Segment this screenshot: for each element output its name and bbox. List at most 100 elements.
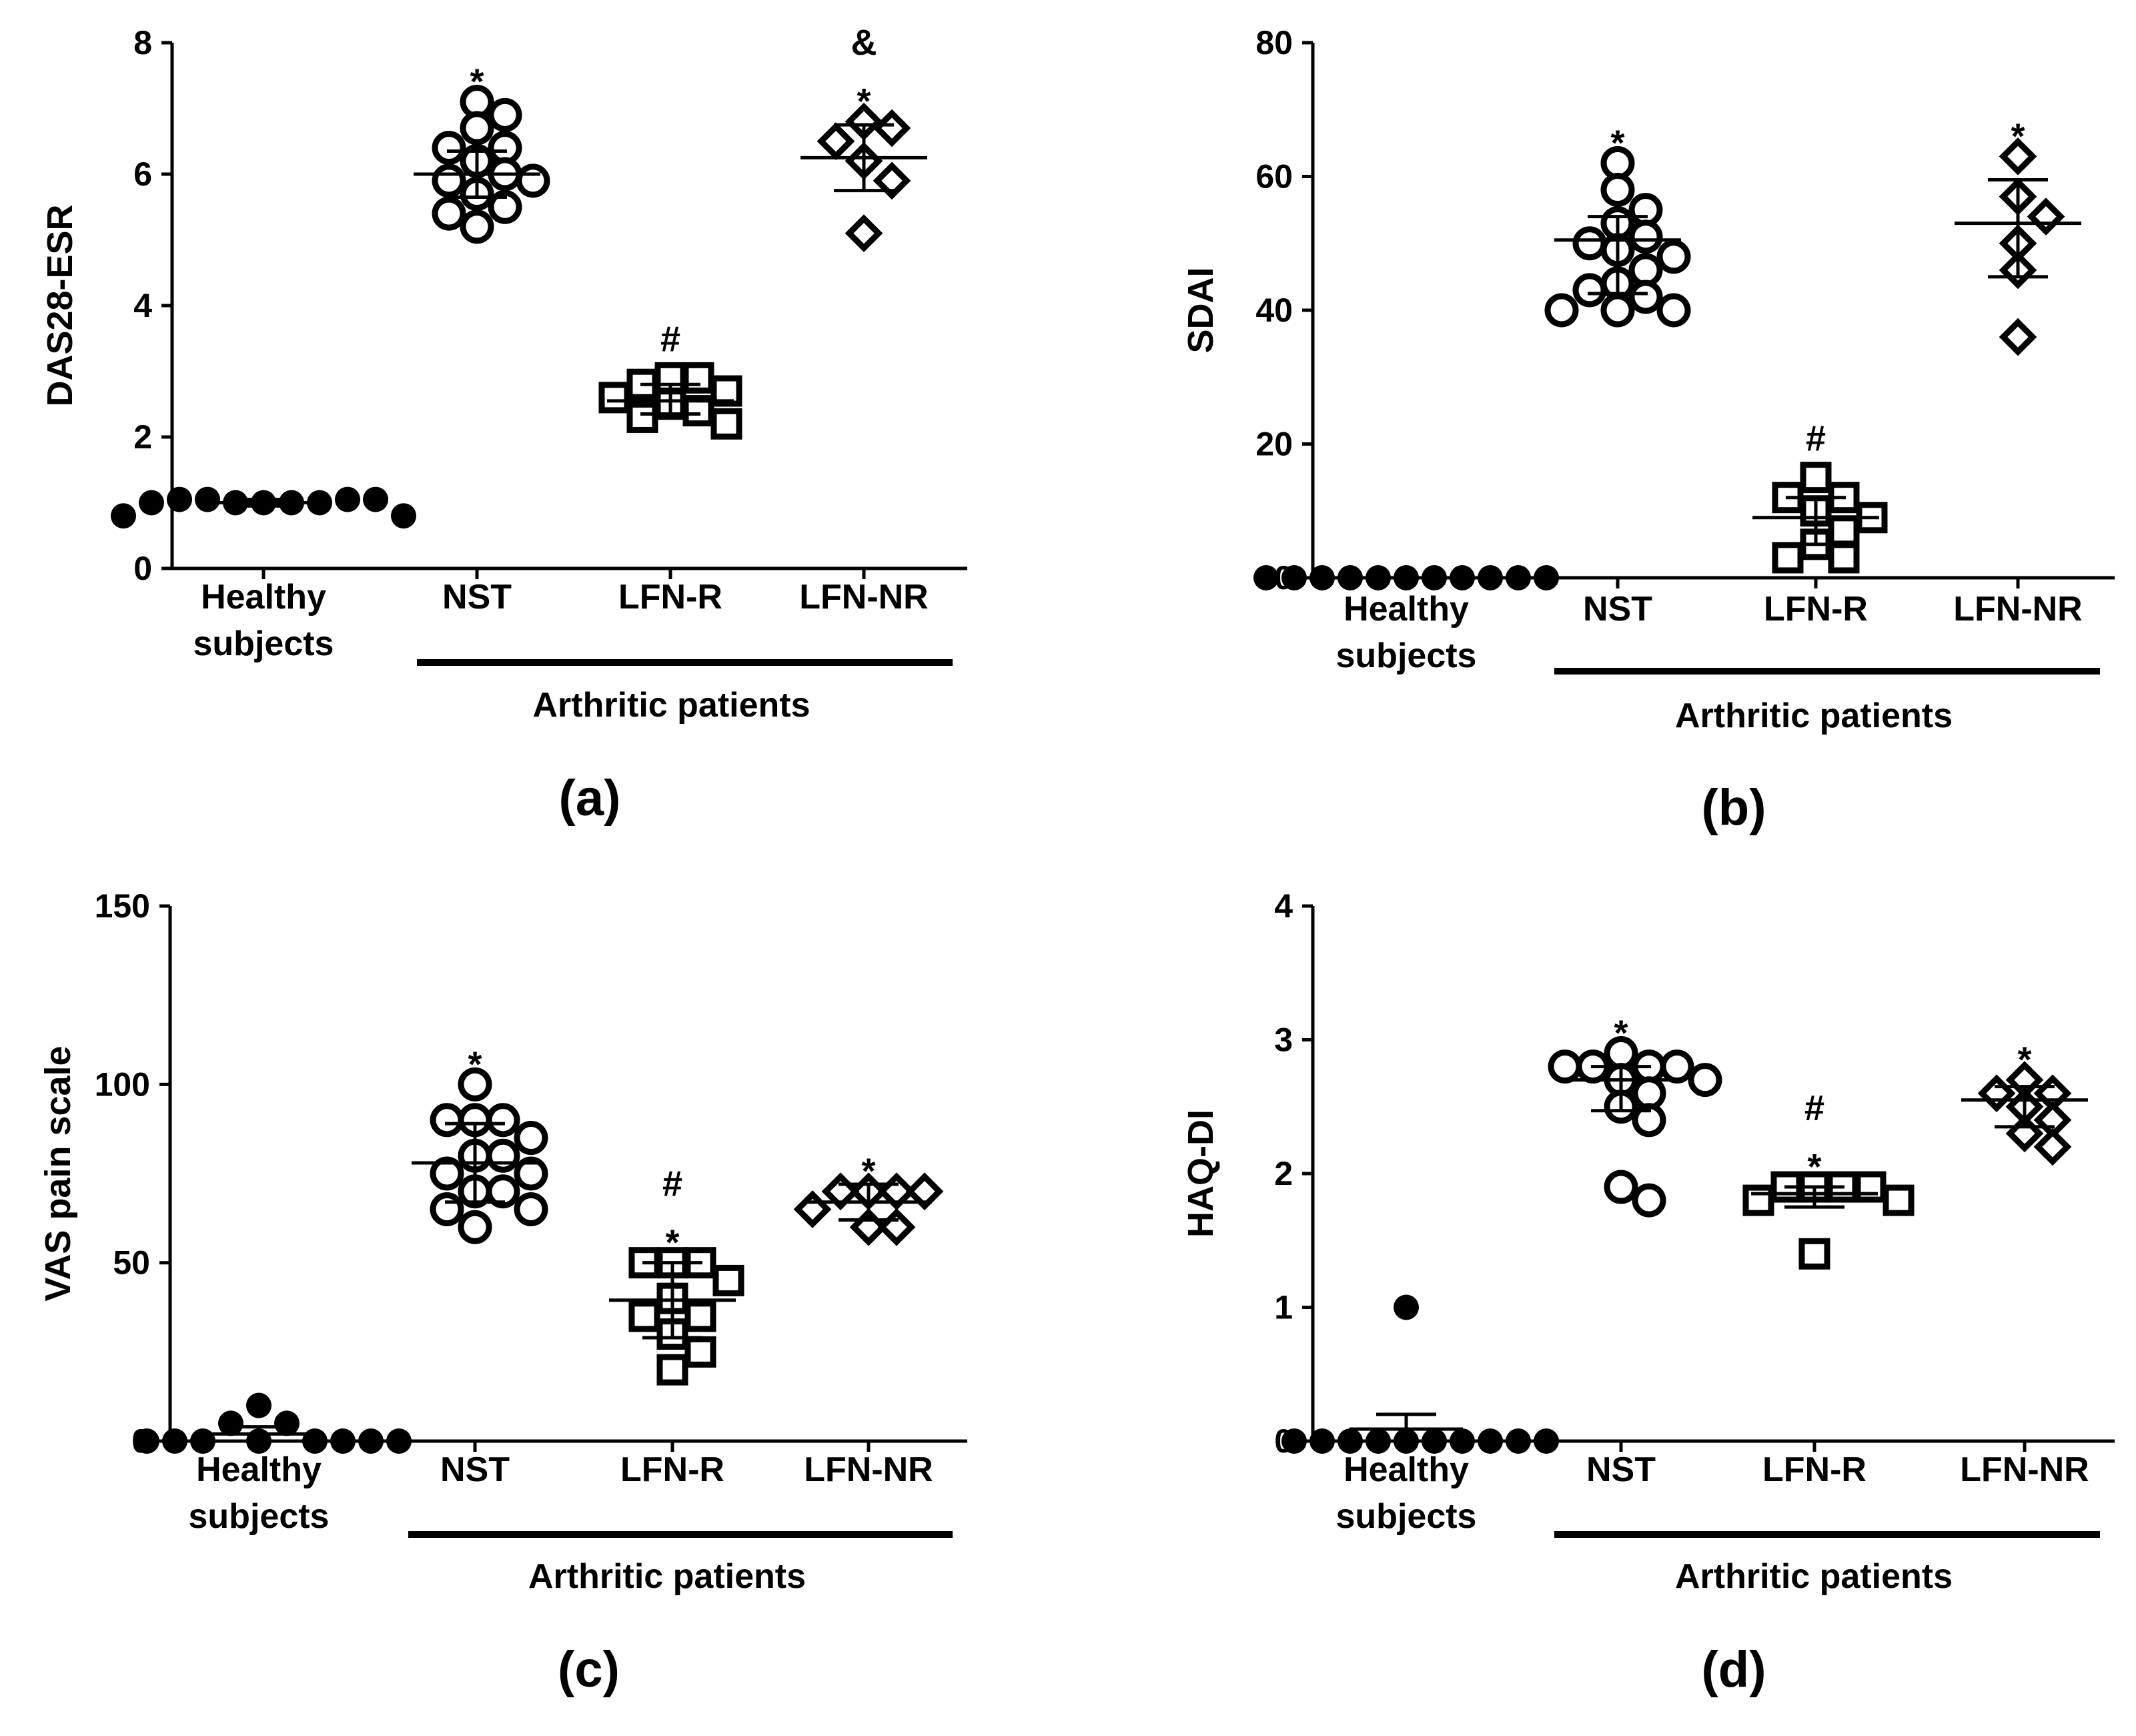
data-point — [486, 1103, 520, 1138]
data-point — [626, 401, 658, 433]
data-point — [1450, 1428, 1475, 1454]
y-tick-label: 100 — [95, 1065, 150, 1103]
x-category-label: NST — [442, 578, 512, 616]
significance-marker: * — [665, 1223, 679, 1263]
data-point — [710, 408, 742, 440]
x-category-label-line: Healthy — [201, 578, 326, 616]
series-nst: * — [414, 62, 550, 244]
x-category-label: Healthy subjects — [1336, 590, 1477, 675]
series-nst: * — [412, 1044, 548, 1244]
significance-marker: * — [2011, 116, 2025, 156]
y-tick-label: 3 — [1274, 1021, 1293, 1059]
significance-marker: * — [470, 62, 484, 102]
group-label: Arthritic patients — [528, 1557, 806, 1596]
panel-label: (b) — [1701, 779, 1766, 836]
data-point — [1656, 240, 1691, 274]
data-point — [458, 1067, 492, 1102]
x-category-label: LFN-R — [1762, 1450, 1866, 1489]
x-category-label: LFN-NR — [1960, 1450, 2089, 1489]
data-point — [1999, 137, 2037, 175]
series-nst: * — [1544, 123, 1691, 328]
series-nst: * — [1548, 1013, 1722, 1218]
data-point — [1999, 318, 2037, 356]
data-point — [1572, 273, 1607, 308]
significance-marker: * — [1807, 1147, 1821, 1187]
data-point — [363, 486, 388, 512]
chart-panel-a: 0 2 4 6 8 DAS28-ESR Healthy subjects NST LFN-R LFN… — [40, 23, 967, 827]
data-point — [195, 486, 220, 512]
data-point — [877, 1208, 916, 1246]
data-point — [190, 1428, 215, 1454]
series-lfn-r: # — [598, 319, 742, 440]
significance-marker: * — [857, 81, 871, 121]
y-tick-label: 8 — [133, 24, 152, 61]
series-lfn-nr: * — [1961, 1040, 2088, 1166]
x-category-label: LFN-R — [620, 1450, 724, 1489]
significance-marker: * — [468, 1044, 482, 1084]
data-point — [1798, 1238, 1830, 1270]
data-point — [432, 196, 466, 231]
x-category-label: LFN-NR — [1953, 590, 2083, 628]
data-point — [1632, 1183, 1666, 1218]
data-point — [2027, 197, 2065, 236]
series-lfn-nr: * — [793, 1152, 944, 1246]
y-tick-label: 60 — [1255, 158, 1293, 195]
y-axis-label: SDAI — [1181, 267, 1221, 353]
y-tick-label: 4 — [133, 287, 152, 324]
data-point — [460, 111, 494, 145]
y-tick-label: 80 — [1255, 24, 1293, 61]
data-point — [488, 97, 522, 132]
y-tick-label: 4 — [1274, 887, 1293, 925]
data-point — [514, 1156, 548, 1191]
data-point — [1632, 1103, 1666, 1138]
data-point — [1281, 565, 1307, 590]
data-point — [628, 1300, 660, 1332]
data-point — [430, 1103, 464, 1138]
data-point — [1828, 542, 1860, 574]
data-point — [2033, 1128, 2072, 1166]
data-point — [246, 1392, 272, 1418]
data-point — [391, 503, 416, 529]
y-axis-label: DAS28-ESR — [40, 204, 80, 406]
data-point — [162, 1428, 187, 1454]
data-point — [1688, 1063, 1722, 1098]
data-point — [486, 1174, 520, 1209]
panel-label: (d) — [1701, 1641, 1766, 1698]
data-point — [1253, 565, 1279, 590]
data-point — [430, 1192, 464, 1226]
data-point — [1338, 1428, 1363, 1454]
x-category-label-line: subjects — [1336, 636, 1477, 675]
data-point — [1281, 1428, 1307, 1454]
data-point — [1742, 1184, 1774, 1216]
data-point — [1660, 1049, 1694, 1084]
data-point — [598, 382, 630, 414]
series-healthy-subjects — [1281, 1294, 1559, 1454]
group-label: Arthritic patients — [1675, 1557, 1953, 1596]
x-category-label-line: Healthy — [196, 1450, 322, 1489]
series-lfn-r: *# — [1742, 1088, 1915, 1270]
data-point — [430, 1156, 464, 1191]
series-healthy-subjects — [134, 1392, 412, 1454]
y-tick-label: 40 — [1255, 292, 1293, 329]
data-point — [302, 1428, 328, 1454]
x-category-label: LFN-NR — [804, 1450, 933, 1489]
x-category-label: NST — [1586, 1450, 1656, 1489]
data-point — [460, 209, 494, 244]
data-point — [1977, 1074, 2016, 1113]
data-point — [386, 1428, 412, 1454]
data-point — [458, 1210, 492, 1244]
data-point — [1309, 565, 1335, 590]
data-point — [1478, 1428, 1503, 1454]
y-tick-label: 0 — [133, 550, 152, 587]
data-point — [1883, 1184, 1915, 1216]
data-point — [712, 1264, 744, 1296]
chart-panel-c: 050100150VAS pain scaleHealthysubjectsNS… — [38, 887, 967, 1698]
data-point — [1600, 173, 1635, 207]
y-axis-label: HAQ-DI — [1181, 1110, 1221, 1238]
series-healthy-subjects — [1253, 565, 1559, 590]
x-category-label: LFN-R — [618, 578, 722, 616]
significance-marker: # — [1804, 1088, 1824, 1128]
data-point — [330, 1428, 356, 1454]
y-tick-label: 2 — [133, 418, 152, 456]
